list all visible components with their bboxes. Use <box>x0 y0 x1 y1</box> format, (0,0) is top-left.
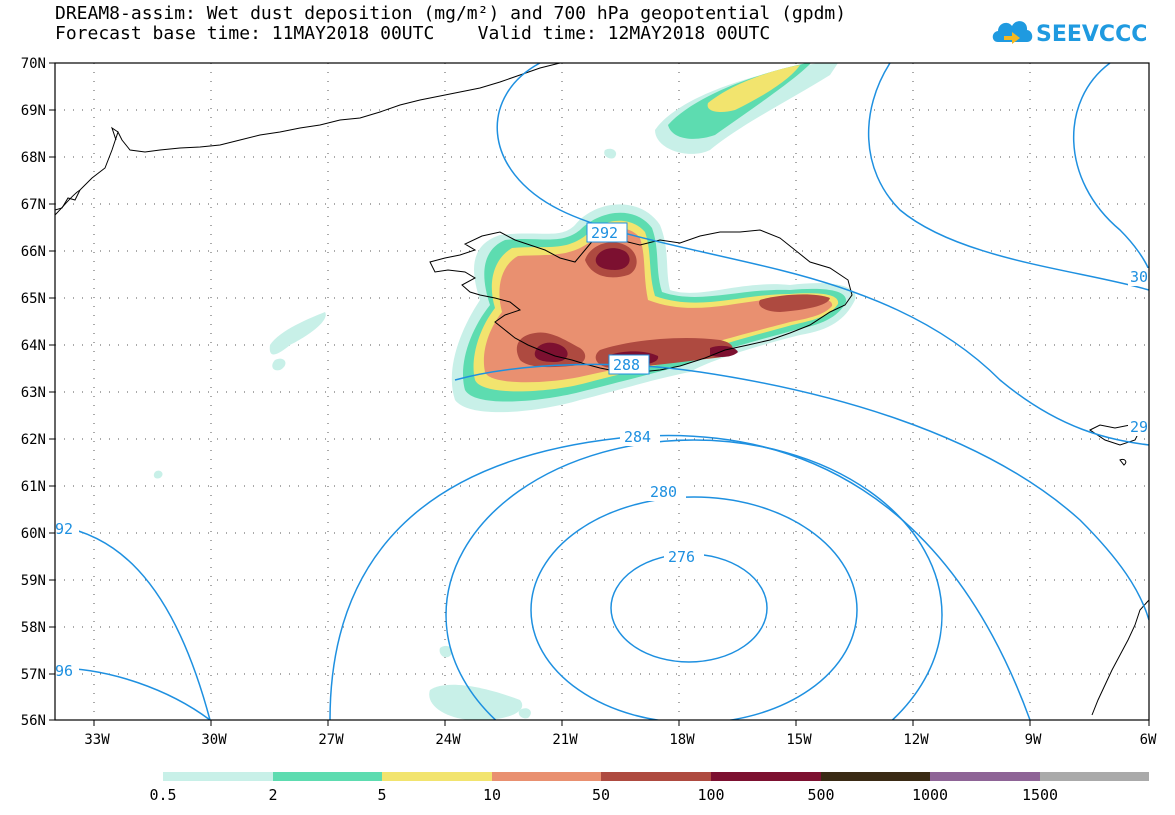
lon-label: 24W <box>435 732 461 748</box>
lat-label: 62N <box>21 432 46 448</box>
lat-label: 65N <box>21 291 46 307</box>
contour-label-300-right: 30 <box>1130 268 1148 286</box>
lat-label: 68N <box>21 150 46 166</box>
legend-swatch <box>1039 772 1150 781</box>
legend-swatch <box>382 772 492 781</box>
lon-label: 27W <box>318 732 344 748</box>
contour-label-280: 280 <box>650 483 677 501</box>
legend-label: 500 <box>807 786 835 804</box>
contour-label-292: 292 <box>591 224 618 242</box>
lon-label: 18W <box>669 732 695 748</box>
contour-label-288: 288 <box>613 356 640 374</box>
legend-label: 2 <box>268 786 278 804</box>
legend-label: 100 <box>697 786 725 804</box>
legend-label: 1500 <box>1021 786 1059 804</box>
legend-swatch <box>163 772 273 781</box>
map-subtitle: Forecast base time: 11MAY2018 00UTC Vali… <box>55 23 771 44</box>
legend-label: 50 <box>591 786 611 804</box>
legend-swatch <box>820 772 931 781</box>
lat-label: 60N <box>21 526 46 542</box>
seevccc-logo: SEEVCCC <box>990 14 1147 58</box>
legend-label: 1000 <box>911 786 949 804</box>
lat-label: 59N <box>21 573 46 589</box>
lon-label: 15W <box>786 732 812 748</box>
contour-label-292-left: 92 <box>55 520 73 538</box>
lat-label: 63N <box>21 385 46 401</box>
lat-label: 70N <box>21 56 46 72</box>
latitude-labels: 70N 69N 68N 67N 66N 65N 64N 63N 62N 61N … <box>21 56 46 729</box>
contour-label-284: 284 <box>624 428 651 446</box>
legend-swatch <box>930 772 1040 781</box>
lon-label: 21W <box>552 732 578 748</box>
legend-label: 10 <box>482 786 502 804</box>
lat-label: 57N <box>21 667 46 683</box>
lat-label: 67N <box>21 197 46 213</box>
legend-swatch <box>601 772 711 781</box>
lat-label: 69N <box>21 103 46 119</box>
geopotential-contours <box>55 63 1149 720</box>
lon-label: 30W <box>201 732 227 748</box>
contour-label-296-right: 29 <box>1130 418 1148 436</box>
legend-swatch <box>710 772 821 781</box>
lon-label: 33W <box>84 732 110 748</box>
deposition-shading <box>153 63 856 720</box>
lon-label: 12W <box>903 732 929 748</box>
longitude-labels: 33W 30W 27W 24W 21W 18W 15W 12W 9W 6W <box>84 732 1157 748</box>
contour-label-276: 276 <box>668 548 695 566</box>
lat-label: 56N <box>21 713 46 729</box>
legend-swatch <box>272 772 383 781</box>
lat-label: 58N <box>21 620 46 636</box>
axis-ticks <box>49 62 1150 726</box>
logo-text: SEEVCCC <box>1036 22 1148 47</box>
lat-label: 61N <box>21 479 46 495</box>
legend-colorbar <box>163 772 1150 781</box>
map-title: DREAM8-assim: Wet dust deposition (mg/m²… <box>55 3 847 24</box>
legend-swatch <box>491 772 602 781</box>
contour-labels: 292 288 284 280 276 92 96 30 29 <box>55 222 1149 680</box>
cloud-icon <box>992 21 1033 44</box>
legend-label: 0.5 <box>149 786 177 804</box>
lon-label: 9W <box>1025 732 1042 748</box>
lon-label: 6W <box>1140 732 1157 748</box>
contour-label-296-left: 96 <box>55 662 73 680</box>
legend-label: 5 <box>377 786 387 804</box>
lat-label: 66N <box>21 244 46 260</box>
lat-label: 64N <box>21 338 46 354</box>
